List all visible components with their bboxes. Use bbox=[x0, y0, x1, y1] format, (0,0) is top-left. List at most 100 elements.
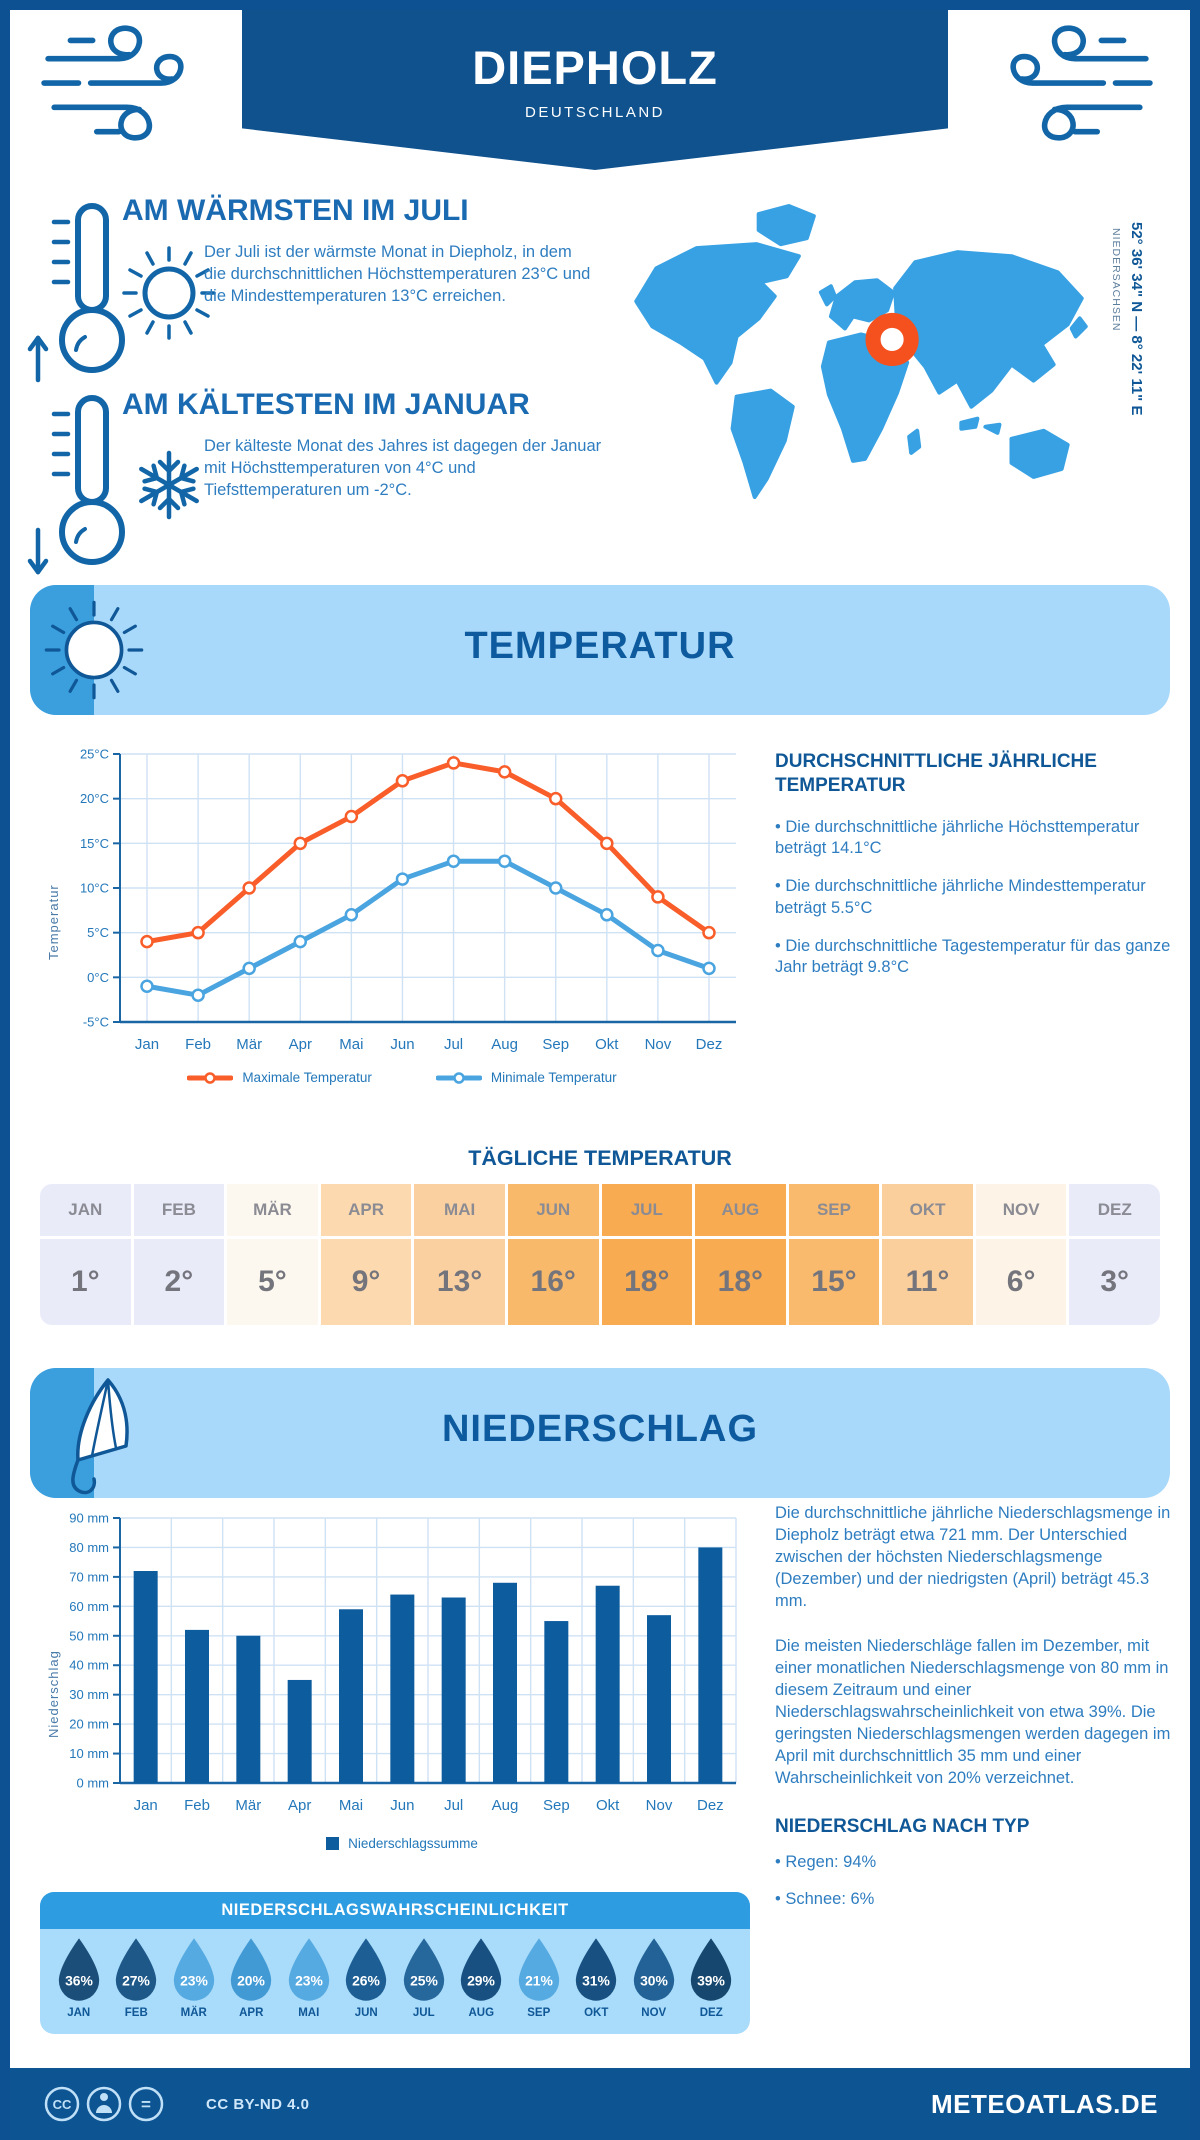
daily-month-cell: JUN bbox=[507, 1184, 599, 1236]
probability-droplet: 26% JUN bbox=[338, 1936, 394, 2019]
svg-text:Jul: Jul bbox=[444, 1036, 463, 1053]
droplet-month-label: AUG bbox=[468, 2007, 495, 2019]
probability-droplet: 31% OKT bbox=[568, 1936, 624, 2019]
legend-square-icon bbox=[326, 1837, 340, 1850]
droplet-month-label: JUL bbox=[412, 2007, 435, 2019]
legend-line-icon bbox=[435, 1071, 482, 1084]
legend-label: Maximale Temperatur bbox=[242, 1070, 372, 1085]
svg-text:60 mm: 60 mm bbox=[69, 1599, 109, 1614]
precipitation-section-title: NIEDERSCHLAG bbox=[441, 1408, 759, 1450]
wind-icon bbox=[41, 25, 184, 141]
droplet-month-label: SEP bbox=[527, 2007, 551, 2019]
coldest-text: Der kälteste Monat des Jahres ist dagege… bbox=[204, 437, 602, 499]
warmest-heading: AM WÄRMSTEN IM JULI bbox=[122, 194, 469, 227]
svg-text:CC: CC bbox=[53, 2097, 72, 2112]
svg-text:10°C: 10°C bbox=[80, 881, 109, 896]
annual-temperature-bullets: Die durchschnittliche jährliche Höchstte… bbox=[775, 817, 1173, 980]
warmest-text: Der Juli ist der wärmste Monat in Diepho… bbox=[204, 243, 591, 305]
svg-text:29%: 29% bbox=[467, 1972, 495, 1988]
svg-text:0°C: 0°C bbox=[87, 970, 109, 985]
svg-text:Mär: Mär bbox=[235, 1797, 261, 1814]
svg-text:23%: 23% bbox=[180, 1972, 208, 1988]
daily-month-cell: NOV bbox=[975, 1184, 1067, 1236]
daily-month-cell: JUL bbox=[601, 1184, 693, 1236]
svg-text:30 mm: 30 mm bbox=[69, 1687, 109, 1702]
daily-month-cell: APR bbox=[320, 1184, 412, 1236]
svg-text:30%: 30% bbox=[640, 1972, 668, 1988]
svg-text:Dez: Dez bbox=[697, 1797, 724, 1814]
daily-value-cell: 15° bbox=[788, 1239, 880, 1325]
precip-chart-ylabel: Niederschlag bbox=[46, 1650, 61, 1738]
droplet-icon: 27% bbox=[116, 1938, 157, 2001]
svg-text:Jan: Jan bbox=[134, 1797, 158, 1814]
precipitation-text-panel: Die durchschnittliche jährliche Niedersc… bbox=[775, 1502, 1173, 1927]
coordinates-label: 52° 36' 34" N — 8° 22' 11" E bbox=[1128, 222, 1145, 416]
temp-chart-legend: Maximale Temperatur Minimale Temperatur bbox=[62, 1070, 742, 1085]
svg-text:20 mm: 20 mm bbox=[69, 1717, 109, 1732]
svg-text:31%: 31% bbox=[582, 1972, 610, 1988]
droplet-month-label: JUN bbox=[354, 2007, 378, 2019]
svg-text:10 mm: 10 mm bbox=[69, 1746, 109, 1761]
daily-value-cell: 18° bbox=[601, 1239, 693, 1325]
svg-text:27%: 27% bbox=[122, 1972, 150, 1988]
svg-text:5°C: 5°C bbox=[87, 925, 109, 940]
svg-text:36%: 36% bbox=[65, 1972, 93, 1988]
site-name: METEOATLAS.DE bbox=[930, 2088, 1158, 2119]
daily-temperature-table: JAN FEB MÄR APR MAI JUN JUL AUG SEP OKT NOV DEZ 1° 2°… bbox=[40, 1184, 1160, 1325]
annual-temperature-panel: DURCHSCHNITTLICHE JÄHRLICHE TEMPERATUR D… bbox=[775, 750, 1173, 995]
svg-text:Jan: Jan bbox=[135, 1036, 159, 1053]
svg-text:Jun: Jun bbox=[390, 1036, 414, 1053]
daily-value-cell: 9° bbox=[320, 1239, 412, 1325]
daily-temperature-heading: TÄGLICHE TEMPERATUR bbox=[468, 1146, 732, 1170]
droplet-month-label: MÄR bbox=[180, 2007, 207, 2019]
droplet-month-label: OKT bbox=[584, 2007, 609, 2019]
probability-droplet: 23% MAI bbox=[281, 1936, 337, 2019]
svg-text:Nov: Nov bbox=[646, 1797, 673, 1814]
temp-chart-ylabel: Temperatur bbox=[46, 884, 61, 960]
svg-text:Feb: Feb bbox=[184, 1797, 210, 1814]
license-label: CC BY-ND 4.0 bbox=[206, 2095, 310, 2113]
annual-bullet: Die durchschnittliche jährliche Mindestt… bbox=[775, 876, 1173, 920]
svg-text:Apr: Apr bbox=[288, 1797, 311, 1814]
svg-text:Feb: Feb bbox=[185, 1036, 211, 1053]
svg-text:Aug: Aug bbox=[492, 1797, 519, 1814]
daily-value-cell: 11° bbox=[882, 1239, 973, 1325]
daily-month-cell: SEP bbox=[788, 1184, 880, 1236]
probability-droplet: 39% DEZ bbox=[683, 1936, 739, 2019]
daily-value-cell: 5° bbox=[227, 1239, 318, 1325]
legend-line-icon bbox=[187, 1071, 234, 1084]
svg-text:Okt: Okt bbox=[596, 1797, 620, 1814]
daily-value-cell: 3° bbox=[1069, 1239, 1160, 1325]
probability-droplets: 36% JAN 27% FEB 23% MÄR 20% APR 23% MAI 26% JUN 25% J… bbox=[40, 1929, 750, 2019]
legend-item: Niederschlagssumme bbox=[326, 1836, 478, 1851]
region-label: NIEDERSACHSEN bbox=[1110, 228, 1122, 332]
temperature-section-banner: TEMPERATUR bbox=[30, 585, 1170, 715]
temperature-line-chart: 25°C 20°C 15°C 10°C 5°C 0°C -5°C Jan Feb Mär Apr Ma… bbox=[80, 747, 736, 1053]
svg-text:Mär: Mär bbox=[236, 1036, 262, 1053]
wind-icon bbox=[1010, 25, 1153, 141]
precipitation-paragraph: Die meisten Niederschläge fallen im Deze… bbox=[775, 1636, 1171, 1788]
svg-text:50 mm: 50 mm bbox=[69, 1628, 109, 1643]
probability-droplet: 23% MÄR bbox=[166, 1936, 222, 2019]
droplet-month-label: NOV bbox=[641, 2007, 667, 2019]
precipitation-paragraph: Die durchschnittliche jährliche Niedersc… bbox=[775, 1504, 1171, 1611]
svg-text:Mai: Mai bbox=[339, 1036, 363, 1053]
daily-value-cell: 6° bbox=[975, 1239, 1067, 1325]
world-map bbox=[634, 204, 1088, 499]
droplet-icon: 39% bbox=[691, 1938, 732, 2001]
location-marker bbox=[865, 312, 919, 367]
probability-droplet: 27% FEB bbox=[108, 1936, 164, 2019]
precipitation-section-banner: NIEDERSCHLAG bbox=[30, 1368, 1170, 1498]
droplet-icon: 26% bbox=[346, 1938, 387, 2001]
svg-text:Dez: Dez bbox=[696, 1036, 723, 1053]
droplet-month-label: FEB bbox=[124, 2007, 148, 2019]
svg-text:90 mm: 90 mm bbox=[69, 1511, 109, 1526]
svg-text:25°C: 25°C bbox=[80, 747, 109, 762]
daily-value-cell: 13° bbox=[414, 1239, 505, 1325]
droplet-icon: 23% bbox=[173, 1938, 214, 2001]
daily-month-cell: JAN bbox=[40, 1184, 131, 1236]
droplet-month-label: JAN bbox=[67, 2007, 91, 2019]
svg-text:80 mm: 80 mm bbox=[69, 1540, 109, 1555]
daily-month-cell: AUG bbox=[695, 1184, 786, 1236]
droplet-icon: 36% bbox=[58, 1938, 99, 2001]
